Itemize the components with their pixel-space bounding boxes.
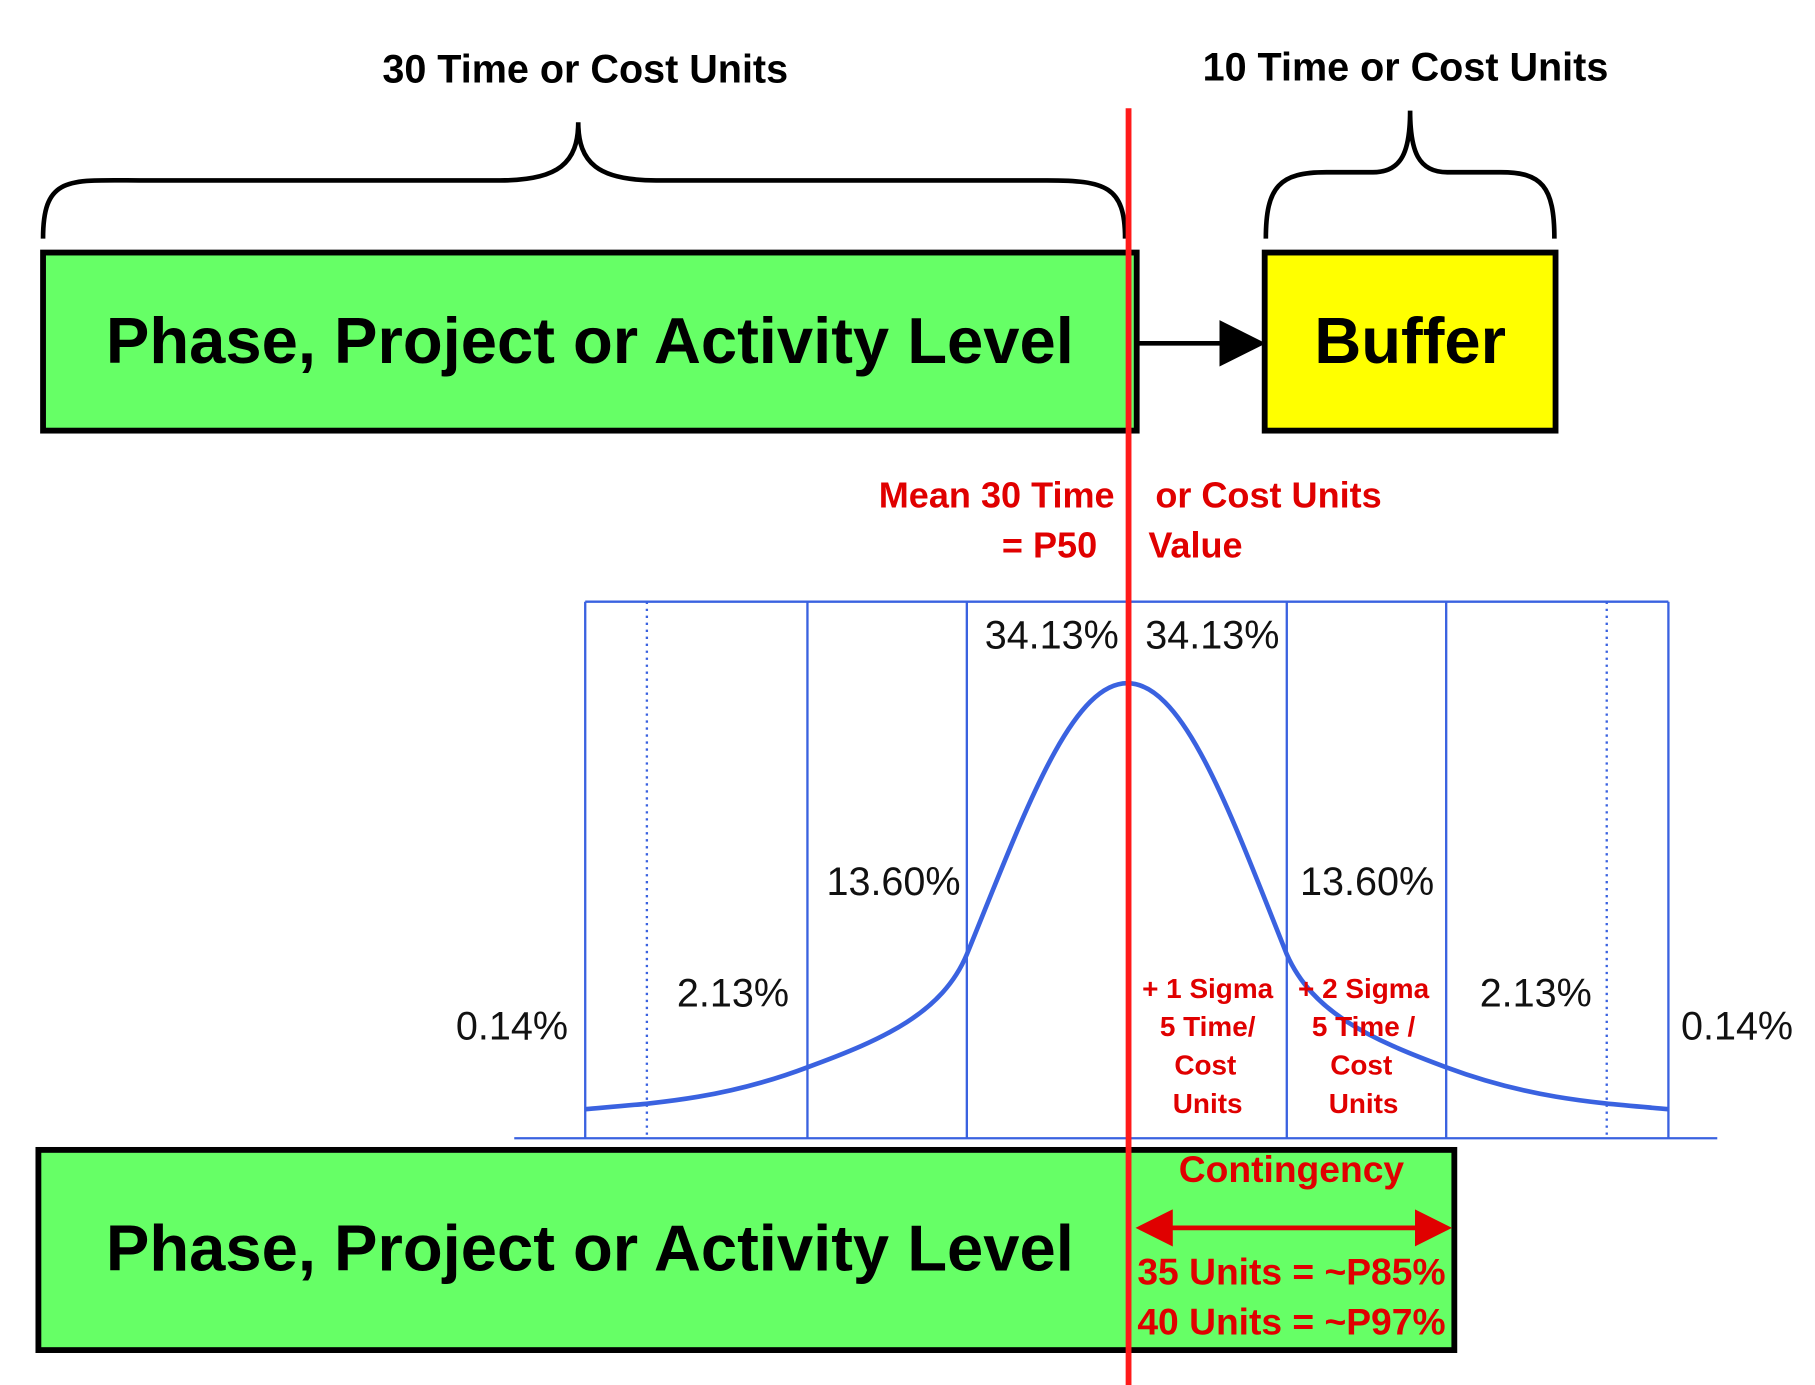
percent-label: 0.14%	[456, 1004, 568, 1048]
activity-label: Phase, Project or Activity Level	[106, 304, 1074, 377]
sigma-note: + 1 Sigma	[1142, 973, 1274, 1004]
activity-label: Phase, Project or Activity Level	[106, 1212, 1074, 1285]
percent-label: 13.60%	[826, 860, 960, 904]
activity-box	[35, 1146, 1458, 1353]
sigma-note: Units	[1173, 1088, 1243, 1119]
percent-label: 13.60%	[1300, 860, 1434, 904]
span-label: 10 Time or Cost Units	[1203, 45, 1609, 89]
sigma-note: 5 Time /	[1312, 1011, 1416, 1042]
activity-box	[40, 249, 1140, 434]
percent-label: 34.13%	[985, 613, 1119, 657]
outcome-label: 40 Units = ~P97%	[1137, 1300, 1445, 1342]
sigma-note: Units	[1329, 1088, 1399, 1119]
sigma-note: Cost	[1330, 1050, 1392, 1081]
percent-label: 2.13%	[1480, 972, 1592, 1016]
sigma-note: 5 Time/	[1160, 1011, 1256, 1042]
mean-label: Mean 30 Time	[879, 475, 1115, 516]
mean-label: Value	[1148, 525, 1242, 566]
span-label: 30 Time or Cost Units	[382, 48, 788, 92]
contingency-label: Contingency	[1179, 1148, 1405, 1190]
buffer-label: Buffer	[1314, 304, 1506, 377]
mean-label: or Cost Units	[1155, 475, 1381, 516]
sigma-note: Cost	[1174, 1050, 1236, 1081]
distribution	[514, 600, 1718, 1140]
buffer-box	[1261, 249, 1559, 434]
mean-label: = P50	[1002, 525, 1097, 566]
brace	[40, 122, 1128, 239]
percent-label: 2.13%	[677, 972, 789, 1016]
brace	[1263, 110, 1557, 239]
outcome-label: 35 Units = ~P85%	[1137, 1250, 1445, 1292]
percent-label: 0.14%	[1681, 1004, 1793, 1048]
percent-label: 34.13%	[1145, 613, 1279, 657]
sigma-note: + 2 Sigma	[1298, 973, 1430, 1004]
